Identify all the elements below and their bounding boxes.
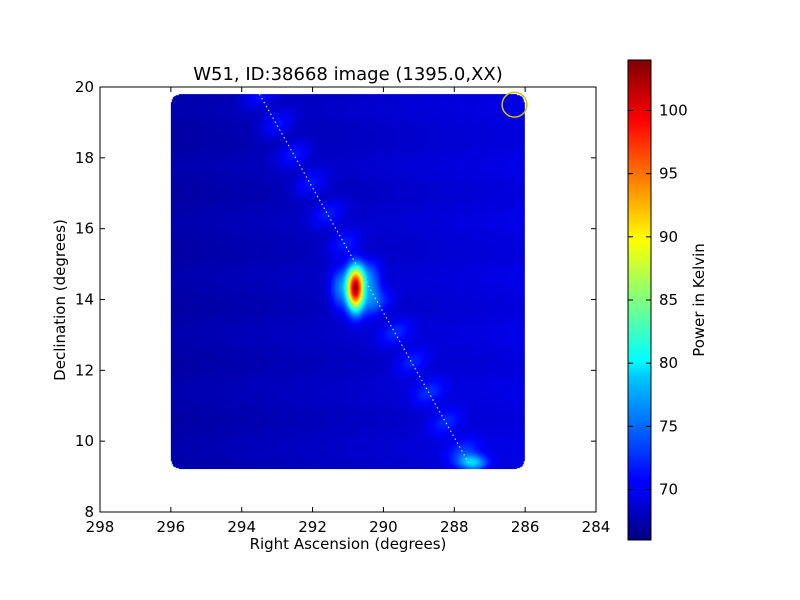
y-tick-label: 12 (75, 361, 94, 379)
y-tick-label: 16 (75, 220, 94, 238)
y-tick-label: 10 (75, 432, 94, 450)
colorbar-tick-label: 75 (659, 417, 678, 435)
colorbar-ticks: 70 75 80 85 90 95 100 (628, 102, 688, 498)
colorbar-tick-label: 95 (659, 165, 678, 183)
colorbar-tick-label: 80 (659, 354, 678, 372)
x-tick-label: 296 (157, 518, 186, 536)
y-tick-label: 14 (75, 291, 94, 309)
colorbar-tick-label: 90 (659, 228, 678, 246)
x-axis: 298 296 294 292 290 288 286 284 (86, 87, 611, 536)
x-tick-label: 286 (511, 518, 540, 536)
marker-circle (501, 91, 528, 118)
y-axis-label: Declination (degrees) (51, 219, 69, 381)
x-tick-label: 288 (440, 518, 469, 536)
chart-title: W51, ID:38668 image (1395.0,XX) (193, 64, 503, 85)
y-tick-label: 18 (75, 149, 94, 167)
heatmap-image (170, 94, 525, 470)
y-tick-label: 20 (75, 78, 94, 96)
x-tick-label: 298 (86, 518, 115, 536)
y-axis: 8 10 12 14 16 18 20 (75, 78, 596, 521)
scan-line (258, 93, 469, 463)
colorbar-tick-label: 100 (659, 102, 688, 120)
x-tick-label: 292 (298, 518, 327, 536)
x-tick-label: 284 (582, 518, 611, 536)
x-tick-label: 294 (227, 518, 256, 536)
y-tick-label: 8 (84, 503, 94, 521)
x-tick-label: 290 (369, 518, 398, 536)
colorbar-label: Power in Kelvin (690, 243, 708, 357)
colorbar-tick-label: 70 (659, 480, 678, 498)
colorbar-tick-label: 85 (659, 291, 678, 309)
x-axis-label: Right Ascension (degrees) (250, 535, 447, 553)
